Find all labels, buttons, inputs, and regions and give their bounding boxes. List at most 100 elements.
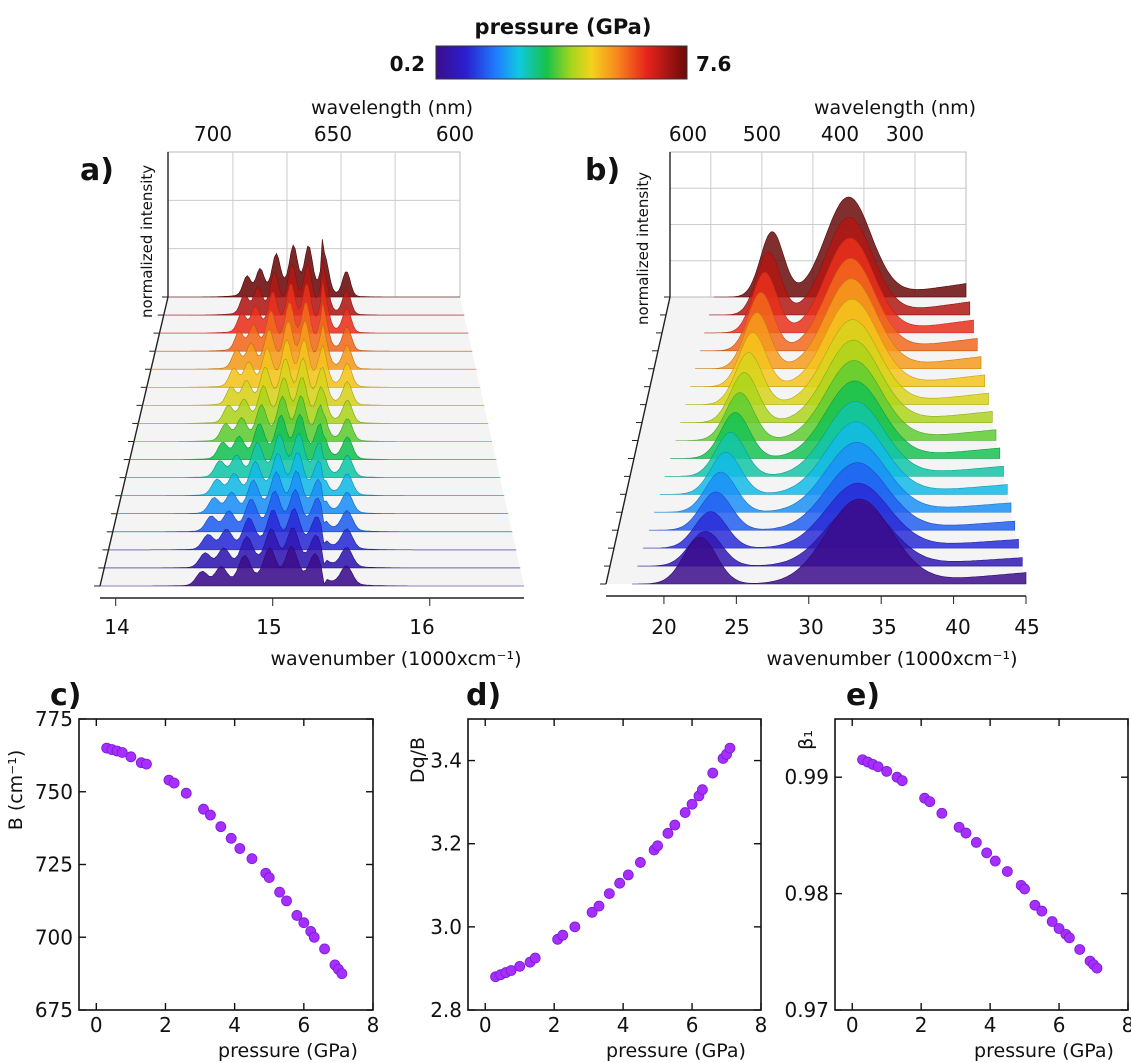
panel_d-x-tick-label: 0 bbox=[479, 1013, 492, 1037]
panel-a-spectrum-trace bbox=[125, 432, 501, 478]
panel_c-data-point bbox=[263, 872, 275, 883]
panel-d-xlabel: pressure (GPa) bbox=[606, 1040, 746, 1062]
panel-b-bottom-tick-30: 30 bbox=[798, 615, 823, 639]
panel-a-spectrum-trace bbox=[162, 259, 465, 316]
panel_e-data-point bbox=[981, 847, 993, 859]
panel_e-data-point bbox=[1074, 944, 1086, 955]
panel_c-data-point bbox=[215, 821, 227, 833]
panel_c-x-tick-label: 2 bbox=[159, 1013, 172, 1037]
panel_c-data-point bbox=[291, 910, 303, 921]
panel_d-data-point bbox=[724, 742, 736, 754]
panel_c-data-point bbox=[180, 787, 192, 799]
colorbar: pressure (GPa) 0.2 7.6 bbox=[390, 15, 731, 80]
panel_c-x-tick-label: 6 bbox=[297, 1013, 310, 1037]
panel_c-data-point bbox=[141, 758, 152, 770]
panel_e-data-point bbox=[960, 827, 972, 839]
panel-a-spectrum-trace bbox=[155, 300, 473, 352]
panel_e-plot-frame bbox=[834, 718, 1129, 1011]
panel_d-data-point bbox=[707, 767, 719, 779]
panel_c-data-point bbox=[281, 895, 292, 907]
panel-b-z-axis-label: normalized intensity bbox=[634, 172, 652, 325]
panel-a-spectrum-trace bbox=[100, 545, 524, 587]
panel-b-bottom-tick-45: 45 bbox=[1014, 615, 1039, 639]
panel_c-y-tick-label: 775 bbox=[35, 707, 73, 731]
panel-b: b) wavelength (nm) 600 500 400 300 norma… bbox=[585, 97, 1040, 670]
panel_e-data-point bbox=[970, 836, 982, 848]
panel-b-spectrum-trace bbox=[642, 482, 1019, 549]
panel-a-bottom-tick-14: 14 bbox=[104, 615, 129, 639]
panel_c-data-point bbox=[336, 968, 348, 980]
panel_e-data-point bbox=[1064, 932, 1075, 944]
panel-a-spectrum-trace bbox=[159, 279, 469, 334]
panel_c-data-point bbox=[125, 751, 137, 763]
panel-b-bottom-tick-35: 35 bbox=[871, 615, 896, 639]
panel_e-data-point bbox=[953, 821, 965, 833]
panel_d-x-tick-label: 4 bbox=[617, 1013, 630, 1037]
panel_d-data-point bbox=[593, 900, 605, 912]
panel_d-data-point bbox=[603, 888, 615, 899]
panel_d-data-point bbox=[669, 819, 681, 831]
panel_e-x-tick-label: 8 bbox=[1122, 1013, 1131, 1037]
panel_d-data-point bbox=[514, 960, 526, 972]
panel-b-bottom-tick-20: 20 bbox=[651, 615, 676, 639]
panel_c-x-tick-label: 0 bbox=[90, 1013, 103, 1037]
panel_e-data-point bbox=[881, 765, 893, 777]
panel_e-data-point bbox=[1036, 905, 1048, 917]
panel-a-spectrum-trace bbox=[128, 413, 497, 460]
panel-e-ylabel: β₁ bbox=[795, 730, 817, 750]
panel_e-data-point bbox=[1019, 883, 1030, 895]
panel_d-x-tick-label: 2 bbox=[548, 1013, 561, 1037]
panel_c-data-point bbox=[308, 931, 320, 943]
panel_d-data-point bbox=[529, 952, 541, 964]
panel_d-data-point bbox=[634, 857, 646, 868]
panel-a-spectrum-trace bbox=[137, 377, 489, 424]
panel-b-bottom-tick-40: 40 bbox=[945, 615, 970, 639]
panel-b-top-axis-title: wavelength (nm) bbox=[814, 97, 976, 119]
panel_c-data-point bbox=[205, 809, 216, 821]
panel_e-data-point bbox=[1046, 916, 1058, 927]
panel_d-x-tick-label: 6 bbox=[686, 1013, 699, 1037]
panel_c-y-tick-label: 675 bbox=[35, 998, 73, 1022]
panel-d-label: d) bbox=[466, 678, 501, 713]
panel_d-data-point bbox=[662, 827, 674, 839]
panel_d-plot-frame bbox=[467, 718, 762, 1011]
panel-a-bottom-tick-16: 16 bbox=[409, 615, 434, 639]
panel_e-data-point bbox=[936, 807, 948, 819]
panel-b-x-axis-title: wavenumber (1000xcm⁻¹) bbox=[767, 648, 1018, 670]
panel-b-top-tick-400: 400 bbox=[821, 122, 859, 146]
panel_c-data-point bbox=[225, 832, 237, 844]
panel_e-x-tick-label: 2 bbox=[915, 1013, 928, 1037]
panel_e-x-tick-label: 0 bbox=[846, 1013, 859, 1037]
panel_e-data-point bbox=[1001, 866, 1013, 877]
panel-a-spectrum-trace bbox=[103, 527, 521, 569]
panel_d-data-point bbox=[557, 929, 569, 941]
panel_c-y-tick-label: 700 bbox=[35, 925, 73, 949]
panel_c-y-tick-label: 750 bbox=[35, 780, 73, 804]
colorbar-gradient bbox=[435, 45, 688, 80]
colorbar-title: pressure (GPa) bbox=[475, 15, 652, 39]
panel-a: a) wavelength (nm) 700 650 600 normalize… bbox=[80, 97, 524, 670]
panel_d-data-point bbox=[569, 921, 581, 933]
panel_c-data-point bbox=[246, 853, 258, 865]
panel_c-data-point bbox=[234, 843, 246, 854]
panel-a-top-tick-700: 700 bbox=[194, 122, 232, 146]
panel-a-spectrum-trace bbox=[134, 395, 492, 442]
panel_d-y-tick-label: 3.0 bbox=[430, 915, 462, 939]
panel_d-data-point bbox=[622, 869, 634, 881]
panel-a-spectrum-trace bbox=[142, 357, 485, 406]
panel_d-data-point bbox=[652, 840, 663, 852]
panel-a-top-tick-600: 600 bbox=[436, 122, 474, 146]
panel-c-xlabel: pressure (GPa) bbox=[218, 1040, 358, 1062]
panel_e-y-tick-label: 0.99 bbox=[784, 765, 829, 789]
panel-e: e) β₁ pressure (GPa) 0 2 4 6 8 0.97 0.98 0.99 bbox=[784, 678, 1131, 1062]
panel-e-label: e) bbox=[846, 678, 880, 713]
panel_c-data-point bbox=[198, 803, 209, 815]
panel_c-data-point bbox=[116, 747, 128, 758]
panel-a-spectrum-trace bbox=[112, 488, 513, 533]
panel-a-spectrum-trace bbox=[116, 470, 509, 515]
panel_e-data-point bbox=[1091, 962, 1103, 974]
panel_e-x-tick-label: 4 bbox=[984, 1013, 997, 1037]
panel-a-bottom-tick-15: 15 bbox=[256, 615, 281, 639]
panel-a-spectrum-trace bbox=[146, 338, 481, 388]
